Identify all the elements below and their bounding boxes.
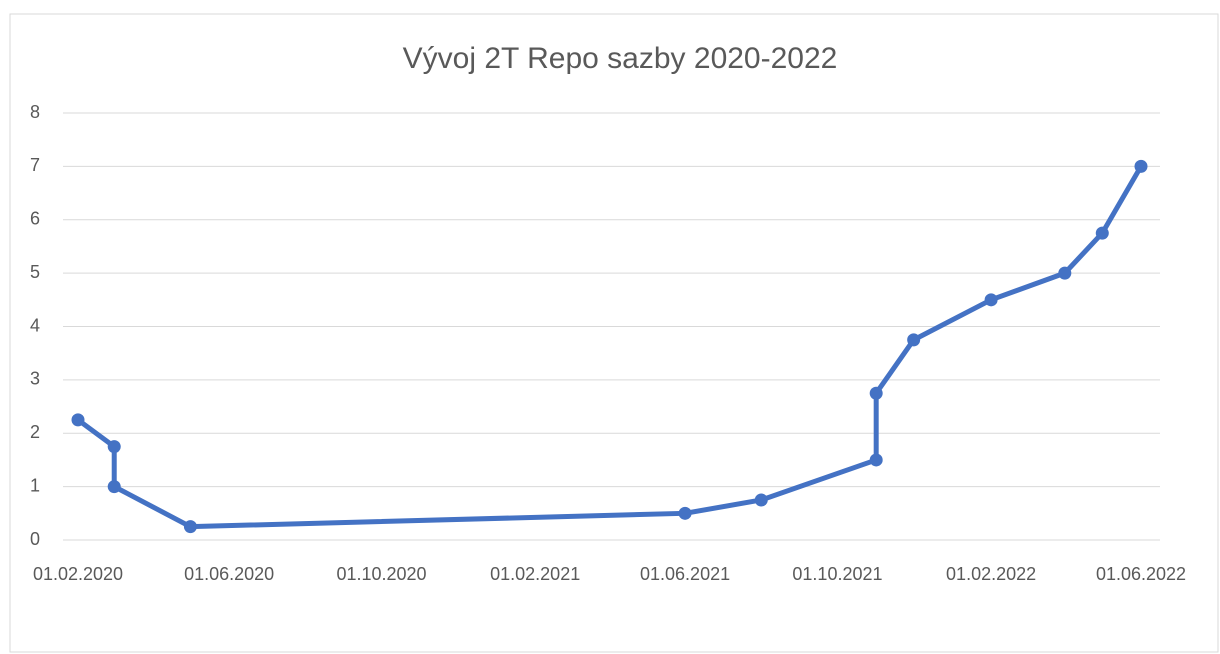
y-tick-label: 5: [30, 262, 40, 282]
data-point: [678, 506, 692, 520]
x-tick-label: 01.02.2022: [946, 564, 1036, 584]
data-point: [754, 493, 768, 507]
data-point: [869, 453, 883, 467]
y-tick-label: 1: [30, 475, 40, 495]
y-tick-label: 2: [30, 422, 40, 442]
data-point: [984, 293, 998, 307]
y-tick-label: 8: [30, 102, 40, 122]
x-tick-label: 01.06.2021: [640, 564, 730, 584]
data-point: [907, 333, 921, 347]
data-point: [1058, 266, 1072, 280]
y-tick-label: 7: [30, 155, 40, 175]
x-tick-label: 01.06.2020: [184, 564, 274, 584]
data-point: [107, 480, 121, 494]
x-tick-label: 01.10.2020: [336, 564, 426, 584]
x-tick-label: 01.06.2022: [1096, 564, 1186, 584]
x-tick-label: 01.02.2021: [490, 564, 580, 584]
data-point: [869, 386, 883, 400]
data-point: [1095, 226, 1109, 240]
data-point: [183, 520, 197, 534]
y-tick-label: 6: [30, 209, 40, 229]
y-tick-label: 3: [30, 369, 40, 389]
y-tick-label: 4: [30, 315, 40, 335]
chart-frame: [9, 13, 1219, 653]
data-point: [107, 440, 121, 454]
x-tick-label: 01.10.2021: [792, 564, 882, 584]
data-point: [71, 413, 85, 427]
y-tick-label: 0: [30, 529, 40, 549]
chart-title: Vývoj 2T Repo sazby 2020-2022: [403, 42, 838, 75]
x-tick-label: 01.02.2020: [33, 564, 123, 584]
data-point: [1134, 159, 1148, 173]
